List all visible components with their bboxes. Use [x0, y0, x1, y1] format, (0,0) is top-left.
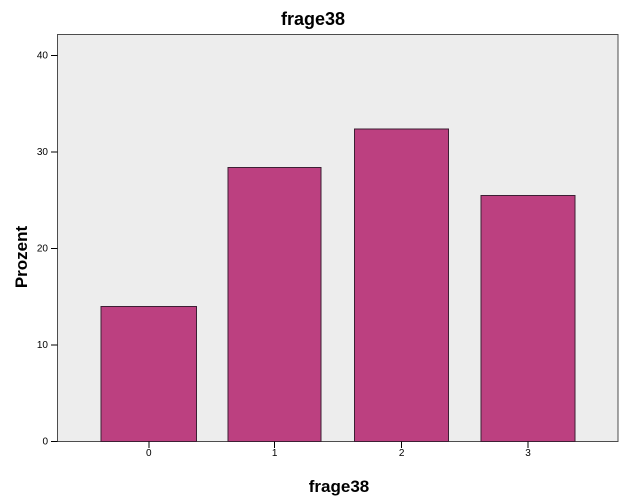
- svg-text:30: 30: [37, 147, 49, 158]
- svg-text:10: 10: [37, 340, 49, 351]
- svg-text:0: 0: [42, 437, 48, 448]
- svg-text:frage38: frage38: [281, 9, 345, 29]
- svg-text:frage38: frage38: [309, 477, 369, 496]
- svg-text:3: 3: [525, 448, 531, 459]
- svg-text:40: 40: [37, 51, 49, 62]
- svg-text:1: 1: [272, 448, 278, 459]
- svg-text:2: 2: [399, 448, 405, 459]
- svg-text:0: 0: [146, 448, 152, 459]
- svg-text:20: 20: [37, 244, 49, 255]
- svg-text:Prozent: Prozent: [12, 225, 31, 288]
